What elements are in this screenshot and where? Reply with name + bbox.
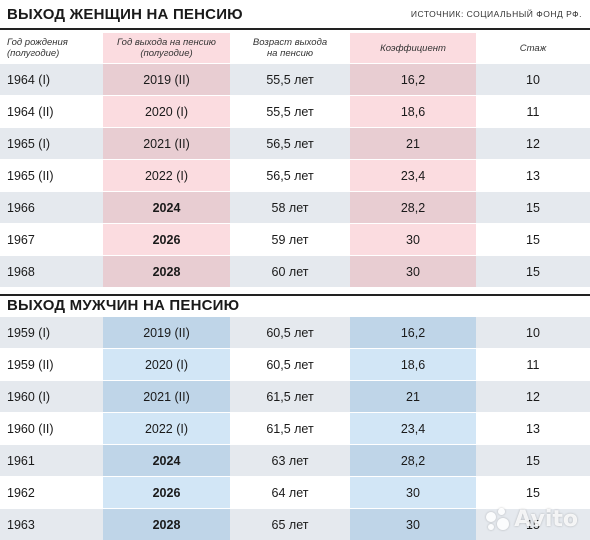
- header-birth-year: Год рождения (полугодие): [7, 37, 68, 59]
- birth-cell: 1959 (II): [7, 357, 54, 372]
- stazh-cell: 12: [526, 136, 540, 151]
- retire-year-cell: 2022 (I): [103, 160, 230, 191]
- birth-cell: 1967: [7, 232, 35, 247]
- retire-age-cell: 55,5 лет: [266, 104, 314, 119]
- stazh-cell: 15: [526, 232, 540, 247]
- birth-cell: 1960 (II): [7, 421, 54, 436]
- coefficient-cell: 18,6: [350, 349, 476, 380]
- coefficient-cell: 30: [350, 256, 476, 287]
- men-table-row: 1959 (II) 2020 (I) 60,5 лет 18,6 11: [0, 349, 590, 380]
- men-table-row: 1960 (II) 2022 (I) 61,5 лет 23,4 13: [0, 413, 590, 444]
- retire-age-cell: 60,5 лет: [266, 357, 314, 372]
- women-table-row: 1964 (II) 2020 (I) 55,5 лет 18,6 11: [0, 96, 590, 127]
- coefficient-cell: 30: [350, 224, 476, 255]
- coefficient-cell: 30: [350, 509, 476, 540]
- men-section-title: ВЫХОД МУЖЧИН НА ПЕНСИЮ: [7, 297, 240, 314]
- men-table-row: 1962 2026 64 лет 30 15: [0, 477, 590, 508]
- men-table-row: 1959 (I) 2019 (II) 60,5 лет 16,2 10: [0, 317, 590, 348]
- retire-year-cell: 2021 (II): [103, 128, 230, 159]
- coefficient-cell: 23,4: [350, 160, 476, 191]
- retire-year-cell: 2028: [103, 256, 230, 287]
- men-table-row: 1960 (I) 2021 (II) 61,5 лет 21 12: [0, 381, 590, 412]
- birth-cell: 1962: [7, 485, 35, 500]
- retire-year-cell: 2024: [103, 445, 230, 476]
- retire-age-cell: 60,5 лет: [266, 325, 314, 340]
- retire-age-cell: 64 лет: [271, 485, 309, 500]
- birth-cell: 1960 (I): [7, 389, 51, 404]
- birth-cell: 1961: [7, 453, 35, 468]
- stazh-cell: 10: [526, 72, 540, 87]
- stazh-cell: 15: [526, 517, 540, 532]
- women-table-row: 1968 2028 60 лет 30 15: [0, 256, 590, 287]
- retire-age-cell: 56,5 лет: [266, 168, 314, 183]
- coefficient-cell: 28,2: [350, 192, 476, 223]
- avito-logo-icon: [484, 506, 510, 532]
- retire-year-cell: 2021 (II): [103, 381, 230, 412]
- retire-age-cell: 61,5 лет: [266, 389, 314, 404]
- stazh-cell: 13: [526, 168, 540, 183]
- stazh-cell: 15: [526, 453, 540, 468]
- retire-age-cell: 63 лет: [271, 453, 309, 468]
- stazh-cell: 15: [526, 485, 540, 500]
- stazh-cell: 11: [526, 104, 540, 119]
- stazh-cell: 15: [526, 264, 540, 279]
- birth-cell: 1963: [7, 517, 35, 532]
- retire-year-cell: 2020 (I): [103, 96, 230, 127]
- women-section-title: ВЫХОД ЖЕНЩИН НА ПЕНСИЮ: [7, 6, 243, 23]
- retire-age-cell: 60 лет: [271, 264, 309, 279]
- stazh-cell: 11: [526, 357, 540, 372]
- retire-age-cell: 61,5 лет: [266, 421, 314, 436]
- women-coef-col-header-bg: [350, 33, 476, 63]
- header-retire-age: Возраст выхода на пенсию: [252, 37, 328, 59]
- women-table-row: 1965 (II) 2022 (I) 56,5 лет 23,4 13: [0, 160, 590, 191]
- coefficient-cell: 16,2: [350, 317, 476, 348]
- header-stazh: Стаж: [519, 42, 547, 54]
- header-retire-year: Год выхода на пенсию (полугодие): [117, 37, 216, 59]
- retire-year-cell: 2026: [103, 224, 230, 255]
- women-table-row: 1966 2024 58 лет 28,2 15: [0, 192, 590, 223]
- retire-age-cell: 56,5 лет: [266, 136, 314, 151]
- retire-year-cell: 2026: [103, 477, 230, 508]
- stazh-cell: 13: [526, 421, 540, 436]
- retire-year-cell: 2019 (II): [103, 64, 230, 95]
- birth-cell: 1965 (II): [7, 168, 54, 183]
- retire-age-cell: 59 лет: [271, 232, 309, 247]
- birth-cell: 1965 (I): [7, 136, 51, 151]
- stazh-cell: 10: [526, 325, 540, 340]
- retire-age-cell: 58 лет: [271, 200, 309, 215]
- birth-cell: 1964 (II): [7, 104, 54, 119]
- retire-age-cell: 65 лет: [271, 517, 309, 532]
- men-section-header: ВЫХОД МУЖЧИН НА ПЕНСИЮ: [0, 295, 590, 317]
- women-title-rule: [0, 28, 590, 30]
- women-table-row: 1965 (I) 2021 (II) 56,5 лет 21 12: [0, 128, 590, 159]
- coefficient-cell: 16,2: [350, 64, 476, 95]
- coefficient-cell: 18,6: [350, 96, 476, 127]
- retire-age-cell: 55,5 лет: [266, 72, 314, 87]
- retire-year-cell: 2024: [103, 192, 230, 223]
- coefficient-cell: 28,2: [350, 445, 476, 476]
- birth-cell: 1968: [7, 264, 35, 279]
- birth-cell: 1964 (I): [7, 72, 51, 87]
- stazh-cell: 12: [526, 389, 540, 404]
- men-table-row: 1961 2024 63 лет 28,2 15: [0, 445, 590, 476]
- retire-year-cell: 2020 (I): [103, 349, 230, 380]
- retire-year-cell: 2028: [103, 509, 230, 540]
- coefficient-cell: 23,4: [350, 413, 476, 444]
- stazh-cell: 15: [526, 200, 540, 215]
- avito-watermark: Avito: [484, 506, 578, 532]
- coefficient-cell: 30: [350, 477, 476, 508]
- women-retire-col-header-bg: [103, 33, 230, 63]
- men-section-rule: [0, 294, 590, 296]
- birth-cell: 1966: [7, 200, 35, 215]
- retire-year-cell: 2019 (II): [103, 317, 230, 348]
- women-table-row: 1967 2026 59 лет 30 15: [0, 224, 590, 255]
- coefficient-cell: 21: [350, 381, 476, 412]
- header-coefficient: Коэффициент: [380, 42, 446, 54]
- women-section-header: ВЫХОД ЖЕНЩИН НА ПЕНСИЮ ИСТОЧНИК: СОЦИАЛЬ…: [0, 4, 590, 26]
- source-note: ИСТОЧНИК: СОЦИАЛЬНЫЙ ФОНД РФ.: [410, 9, 582, 19]
- coefficient-cell: 21: [350, 128, 476, 159]
- birth-cell: 1959 (I): [7, 325, 51, 340]
- women-table-row: 1964 (I) 2019 (II) 55,5 лет 16,2 10: [0, 64, 590, 95]
- retire-year-cell: 2022 (I): [103, 413, 230, 444]
